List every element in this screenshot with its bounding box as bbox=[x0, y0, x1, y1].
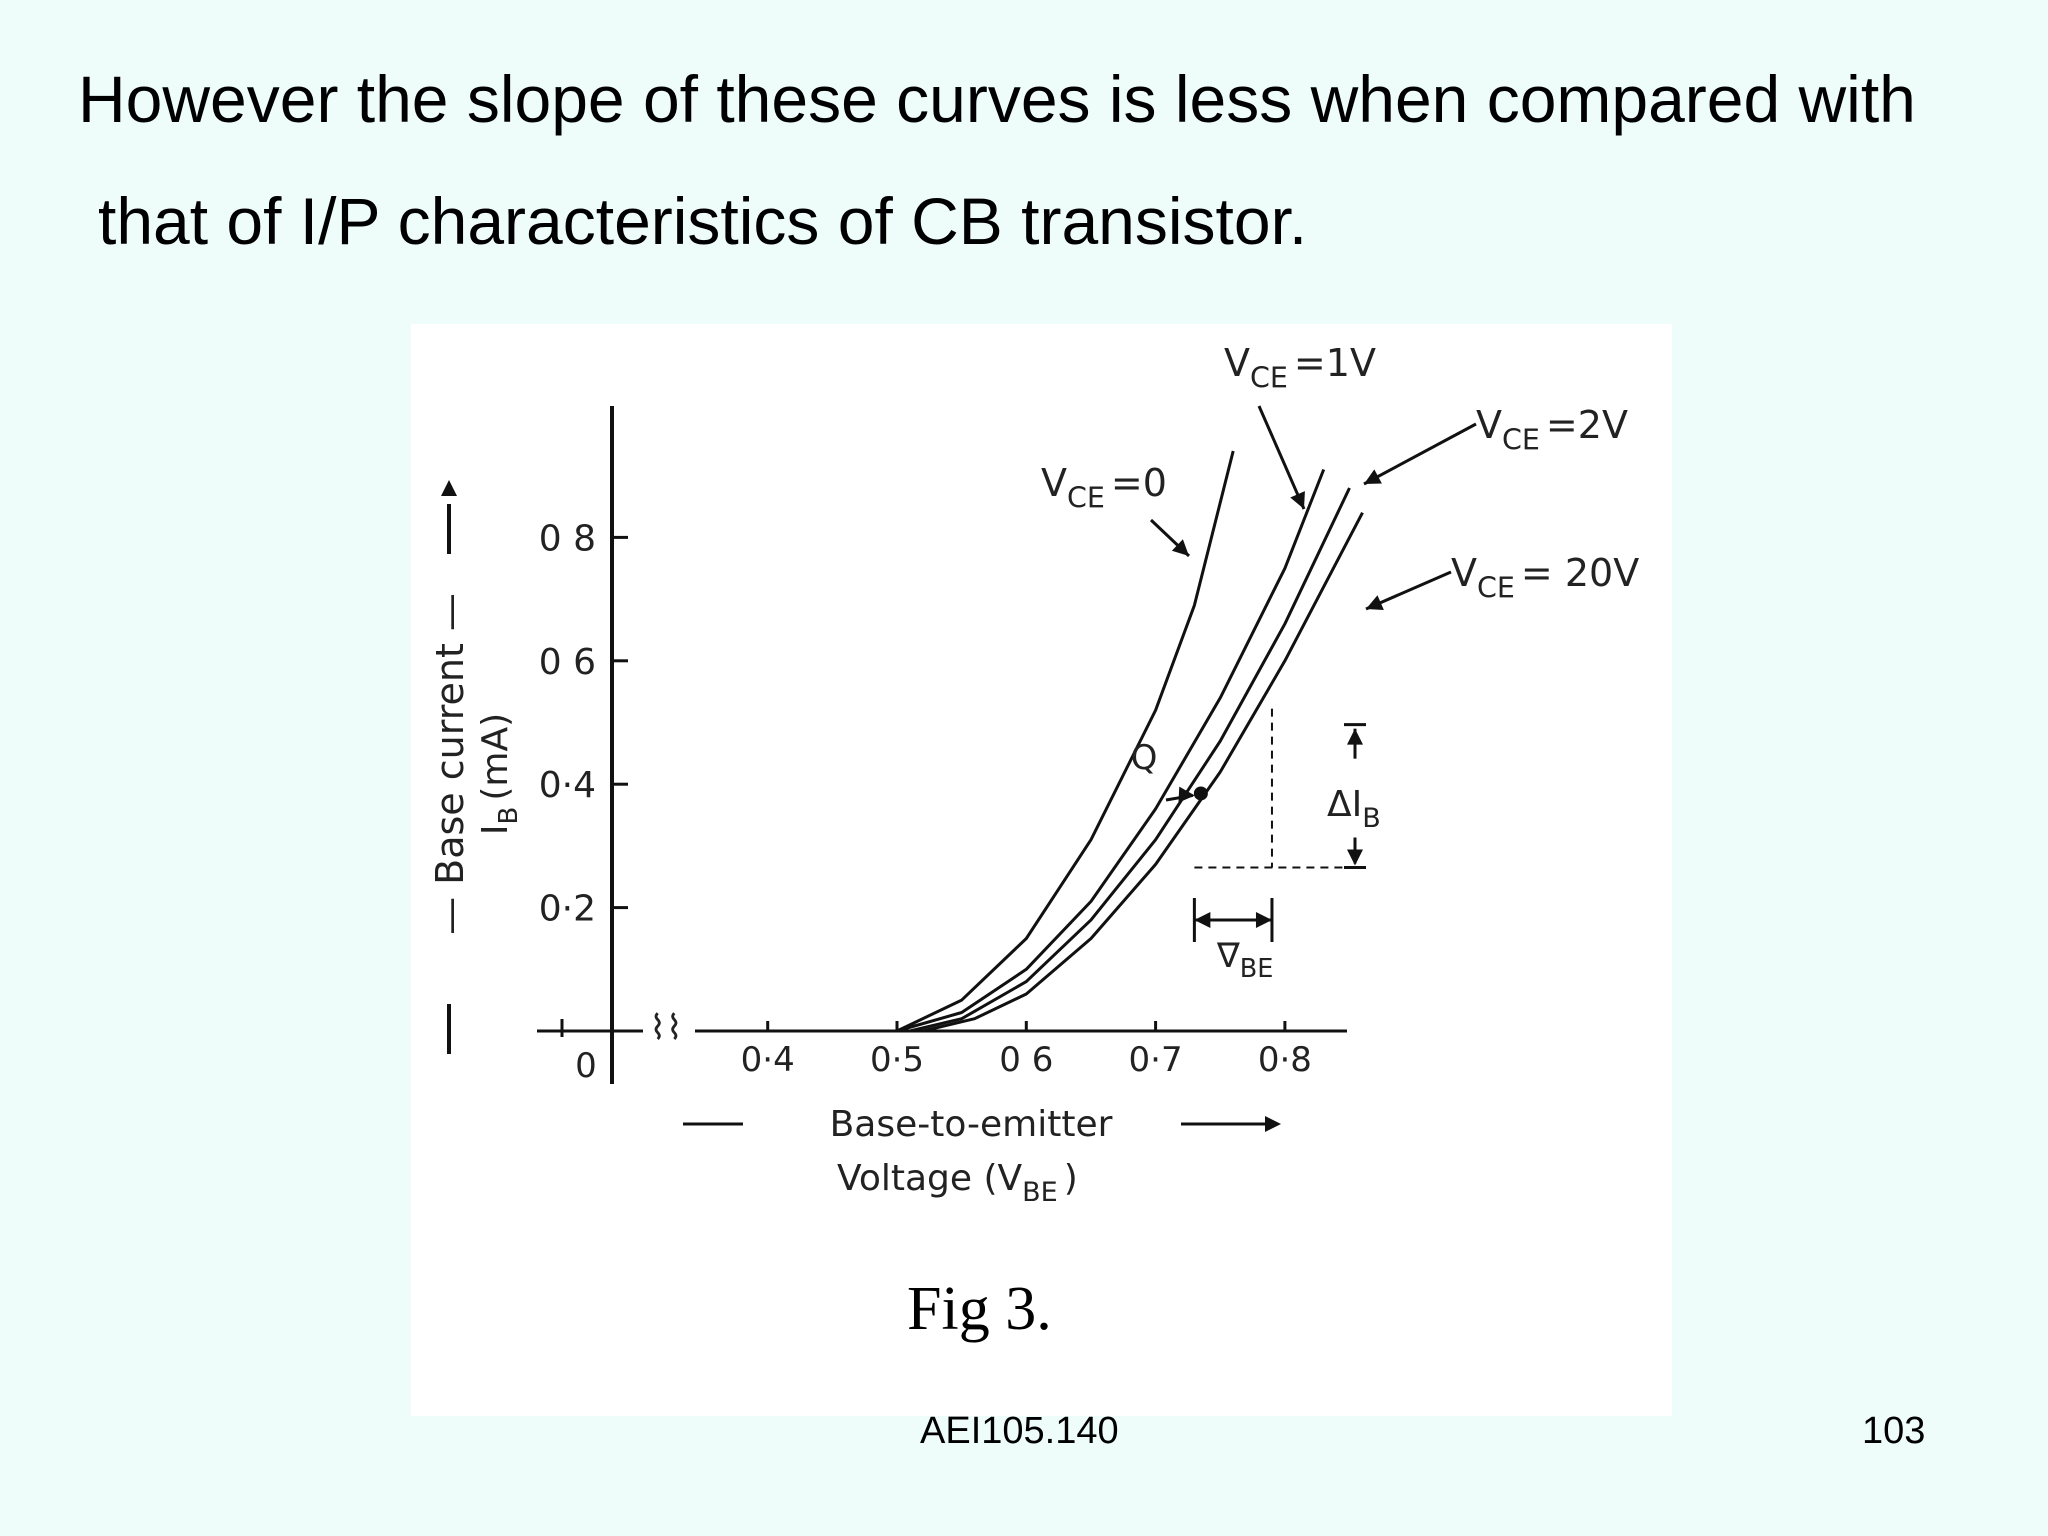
footer-course-code: AEI105.140 bbox=[920, 1410, 1119, 1452]
q-point-dot bbox=[1193, 786, 1208, 801]
series-pointer-2 bbox=[1363, 422, 1477, 486]
delta-ib-up-head bbox=[1347, 728, 1363, 745]
delta-ib-down-head bbox=[1347, 849, 1363, 866]
series-pointer-head-0 bbox=[1171, 539, 1189, 556]
delta-ib-label: ΔIB bbox=[1327, 784, 1381, 834]
q-pointer-head bbox=[1178, 786, 1195, 803]
chart-curves bbox=[896, 450, 1364, 1033]
y-axis-label-line-1: — Base current — bbox=[428, 593, 472, 935]
xlabel-arrow-head bbox=[1265, 1116, 1281, 1132]
series-label-2: VCE =2V bbox=[1476, 403, 1628, 456]
series-pointer-head-3 bbox=[1366, 595, 1384, 610]
axis-break-mark: ⌇⌇ bbox=[649, 1008, 682, 1048]
series-pointer-head-1 bbox=[1290, 491, 1305, 509]
y-tick-label-0: 0·2 bbox=[539, 889, 596, 930]
series-pointer-1 bbox=[1257, 405, 1306, 510]
y-tick-label-2: 0 6 bbox=[539, 642, 596, 683]
chart-axes: ⌇⌇ bbox=[537, 406, 1347, 1084]
slide-text: However the slope of these curves is les… bbox=[78, 38, 2018, 282]
x-axis-label-line-2: Voltage (VBE) bbox=[837, 1158, 1078, 1208]
chart-ticks: 0 0·2 0·4 0 6 0 8 0·4 0·5 0 6 0·7 0·8 bbox=[539, 518, 1312, 1086]
delta-vbe-label: ∇BE bbox=[1216, 936, 1273, 984]
ylabel-arrow-head bbox=[441, 480, 457, 496]
delta-vbe-right-head bbox=[1255, 912, 1272, 928]
chart-labels: VCE =0 VCE =1V VCE =2V VCE = 20V Q ΔIB ∇BE Base-to-… bbox=[428, 341, 1639, 1208]
slide-text-line-1: However the slope of these curves is les… bbox=[78, 62, 1916, 136]
y-tick-label-3: 0 8 bbox=[539, 518, 596, 559]
input-characteristics-chart: ⌇⌇ 00·20·40 60 80·4 0·5 0 6 0·7 0·8 VCE =0VCE… bbox=[428, 341, 1639, 1208]
x-origin-label: 0 bbox=[575, 1046, 597, 1086]
x-axis-label-line-1: Base-to-emitter bbox=[830, 1104, 1113, 1145]
series-curve-1 bbox=[896, 468, 1326, 1033]
x-tick-label-4: 0·8 bbox=[1258, 1040, 1312, 1080]
series-curve-2 bbox=[909, 487, 1351, 1033]
series-label-0: VCE =0 bbox=[1041, 461, 1167, 514]
chart-annotations bbox=[441, 405, 1477, 1132]
y-tick-label-1: 0·4 bbox=[539, 765, 596, 806]
y-axis-title-group: — Base current — IB(mA) bbox=[428, 593, 524, 935]
x-tick-label-0: 0·4 bbox=[741, 1040, 795, 1080]
x-tick-label-3: 0·7 bbox=[1129, 1040, 1183, 1080]
series-curve-3 bbox=[922, 512, 1364, 1033]
series-pointer-head-2 bbox=[1364, 469, 1382, 484]
page-number: 103 bbox=[1862, 1410, 1926, 1452]
series-label-1: VCE =1V bbox=[1224, 341, 1376, 394]
x-tick-label-1: 0·5 bbox=[870, 1040, 924, 1080]
q-point-label: Q bbox=[1131, 738, 1158, 778]
figure-caption: Fig 3. bbox=[907, 1275, 1052, 1343]
y-axis-label-line-2: IB(mA) bbox=[475, 713, 524, 835]
slide-text-line-2: that of I/P characteristics of CB transi… bbox=[98, 184, 1308, 258]
delta-vbe-left-head bbox=[1194, 912, 1211, 928]
series-label-3: VCE = 20V bbox=[1451, 551, 1639, 604]
x-tick-label-2: 0 6 bbox=[999, 1040, 1053, 1080]
series-curve-0 bbox=[896, 450, 1235, 1033]
